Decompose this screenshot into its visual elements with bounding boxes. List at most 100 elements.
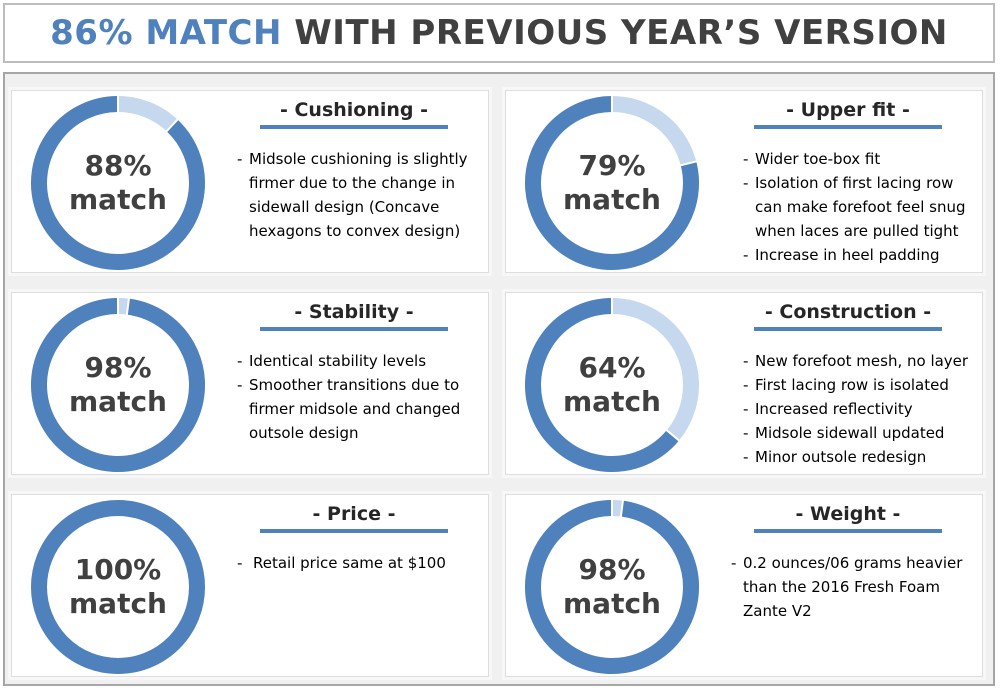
bullet-dash: - <box>743 424 749 442</box>
bullet-dash: - <box>743 376 749 394</box>
bullet-item: - Midsole sidewall updated <box>743 421 989 445</box>
match-panel: 79% match - Upper fit - - Wider toe-box fit -… <box>505 90 983 273</box>
match-donut-chart <box>525 297 699 472</box>
bullet-dash: - <box>237 376 243 394</box>
donut-center-label: 88% match <box>30 95 206 271</box>
donut-match-segment <box>31 96 205 270</box>
bullet-item: - Minor outsole redesign <box>743 445 989 469</box>
panel-heading: - Cushioning - <box>260 97 448 129</box>
bullet-text-line: firmer midsole and changed <box>249 400 461 418</box>
match-word: match <box>563 587 661 620</box>
bullet-list: - Midsole cushioning is slightly firmer du… <box>237 147 483 243</box>
bullet-item: - Identical stability levels <box>237 349 483 373</box>
bullet-item: - Isolation of first lacing row can make f… <box>743 171 989 243</box>
title-highlight: 86% MATCH <box>50 13 282 53</box>
donut-segment-separator <box>165 118 179 133</box>
panel-heading: - Weight - <box>754 501 942 533</box>
bullet-item: - First lacing row is isolated <box>743 373 989 397</box>
bullet-list: - Retail price same at $100 <box>237 551 483 575</box>
match-panel: 64% match - Construction - - New forefoot me… <box>505 292 983 475</box>
donut-center-label: 64% match <box>524 297 700 473</box>
donut-segment-separator <box>619 499 625 518</box>
match-panel: 98% match - Weight - -0.2 ounces/06 grams h… <box>505 494 983 677</box>
match-donut-chart <box>31 297 205 472</box>
bullet-text-line: Identical stability levels <box>249 352 427 370</box>
match-word: match <box>69 385 167 418</box>
bullet-dash: - <box>237 150 243 168</box>
bullet-text-line: Isolation of first lacing row <box>755 174 954 192</box>
bullet-text-line: Increased reflectivity <box>755 400 913 418</box>
match-donut-chart <box>525 499 699 674</box>
bullet-dash: - <box>743 246 749 264</box>
bullet-item: - Smoother transitions due to firmer midso… <box>237 373 483 445</box>
bullet-dash: - <box>743 174 749 192</box>
bullet-text-line: Minor outsole redesign <box>755 448 927 466</box>
bullet-text-line: when laces are pulled tight <box>755 222 959 240</box>
match-percent: 100% <box>74 553 162 586</box>
bullet-text-line: can make forefoot feel snug <box>755 198 966 216</box>
match-percent: 88% <box>84 149 152 182</box>
bullet-text-line: Retail price same at $100 <box>253 554 446 572</box>
panel-title: - Construction - <box>764 301 932 323</box>
donut-match-segment <box>525 500 699 674</box>
match-panel: 88% match - Cushioning - - Midsole cushionin… <box>11 90 489 273</box>
bullet-list: - Wider toe-box fit - Isolation of first la… <box>743 147 989 267</box>
bullet-list: - Identical stability levels - Smoother tra… <box>237 349 483 445</box>
match-donut-chart <box>525 95 699 270</box>
bullet-text-line: Zante V2 <box>743 602 812 620</box>
bullet-text-line: Midsole cushioning is slightly <box>249 150 468 168</box>
panel-title: - Stability - <box>294 301 414 323</box>
bullet-dash: - <box>743 448 749 466</box>
bullet-item: - Increased reflectivity <box>743 397 989 421</box>
title-underline <box>754 529 942 533</box>
match-word: match <box>69 183 167 216</box>
match-panel: 98% match - Stability - - Identical stabilit… <box>11 292 489 475</box>
title-underline <box>260 327 448 331</box>
title-underline <box>754 327 942 331</box>
title-underline <box>260 125 448 129</box>
donut-segment-separator <box>125 297 131 316</box>
bullet-dash: - <box>237 554 243 572</box>
match-percent: 64% <box>578 351 646 384</box>
panel-heading: - Construction - <box>754 299 942 331</box>
match-word: match <box>563 385 661 418</box>
bullet-text-line: First lacing row is isolated <box>755 376 949 394</box>
donut-center-label: 79% match <box>524 95 700 271</box>
bullet-item: - Increase in heel padding <box>743 243 989 267</box>
match-donut-chart <box>31 95 205 270</box>
donut-center-label: 98% match <box>524 499 700 675</box>
donut-match-segment <box>525 96 699 270</box>
title-underline <box>754 125 942 129</box>
bullet-dash: - <box>743 150 749 168</box>
bullet-item: - Wider toe-box fit <box>743 147 989 171</box>
bullet-text-line: than the 2016 Fresh Foam <box>743 578 940 596</box>
match-percent: 98% <box>84 351 152 384</box>
panel-title: - Weight - <box>795 503 901 525</box>
bullet-text-line: 0.2 ounces/06 grams heavier <box>743 554 963 572</box>
bullet-text-line: firmer due to the change in <box>249 174 456 192</box>
donut-center-label: 100% match <box>30 499 206 675</box>
donut-match-segment <box>31 500 205 674</box>
match-percent: 79% <box>578 149 646 182</box>
bullet-dash: - <box>731 554 737 572</box>
panel-heading: - Stability - <box>260 299 448 331</box>
panel-title: - Upper fit - <box>786 99 910 121</box>
bullet-list: - New forefoot mesh, no layer - First lacin… <box>743 349 989 469</box>
bullet-text-line: Midsole sidewall updated <box>755 424 945 442</box>
donut-match-segment <box>31 298 205 472</box>
bullet-item: - Retail price same at $100 <box>237 551 483 575</box>
bullet-text-line: Wider toe-box fit <box>755 150 881 168</box>
bullet-list: -0.2 ounces/06 grams heavier than the 201… <box>731 551 977 623</box>
bullet-text-line: sidewall design (Concave <box>249 198 440 216</box>
bullet-text-line: Smoother transitions due to <box>249 376 460 394</box>
bullet-item: -0.2 ounces/06 grams heavier than the 201… <box>731 551 977 623</box>
bullet-item: - Midsole cushioning is slightly firmer du… <box>237 147 483 243</box>
page-title: 86% MATCH WITH PREVIOUS YEAR’S VERSION <box>3 3 995 63</box>
match-panel: 100% match - Price - - Retail price same at … <box>11 494 489 677</box>
donut-segment-separator <box>679 160 698 167</box>
bullet-text-line: hexagons to convex design) <box>249 222 461 240</box>
bullet-dash: - <box>743 352 749 370</box>
bullet-item: - New forefoot mesh, no layer <box>743 349 989 373</box>
title-underline <box>260 529 448 533</box>
bullet-text-line: Increase in heel padding <box>755 246 940 264</box>
